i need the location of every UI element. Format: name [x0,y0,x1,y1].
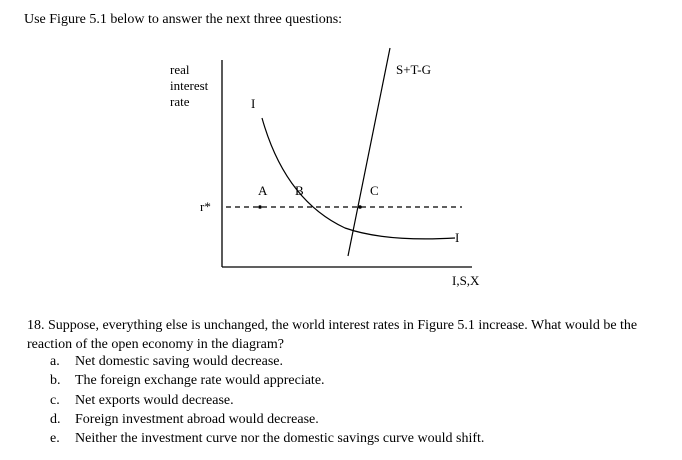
option-text: Net domestic saving would decrease. [75,354,283,369]
option-text: The foreign exchange rate would apprecia… [75,373,325,388]
y-axis-label: real [170,62,190,77]
question: 18. Suppose, everything else is unchange… [27,318,638,352]
option: e. Neither the investment curve nor the d… [50,431,484,447]
rate-label: r* [200,199,211,214]
point [358,205,362,209]
y-axis-label: interest [170,78,209,93]
point-label: A [258,183,268,198]
x-axis-label: I,S,X [452,273,480,288]
option-letter: b. [50,373,61,388]
option-letter: a. [50,354,60,369]
option: d. Foreign investment abroad would decrea… [50,412,319,428]
figure: real interest rate I,S,X I I S+T-G r* A … [170,47,480,288]
option: a. Net domestic saving would decrease. [50,354,283,370]
option-text: Neither the investment curve nor the dom… [75,431,485,446]
curve-label: I [455,230,459,245]
savings-line [347,47,391,257]
point-label: C [370,183,379,198]
option-letter: d. [50,412,61,427]
investment-curve [261,117,456,240]
intro: Use Figure 5.1 below to answer the next … [24,12,343,27]
y-axis-label: rate [170,94,190,109]
point-label: B [295,183,304,198]
curve-label: S+T-G [396,62,431,77]
curve-label: I [251,96,255,111]
option-text: Foreign investment abroad would decrease… [75,412,319,427]
option: c. Net exports would decrease. [50,393,234,409]
option-letter: e. [50,431,60,446]
option-text: Net exports would decrease. [75,393,234,408]
option-letter: c. [50,393,60,408]
point [258,205,262,209]
option: b. The foreign exchange rate would apprec… [50,373,325,389]
